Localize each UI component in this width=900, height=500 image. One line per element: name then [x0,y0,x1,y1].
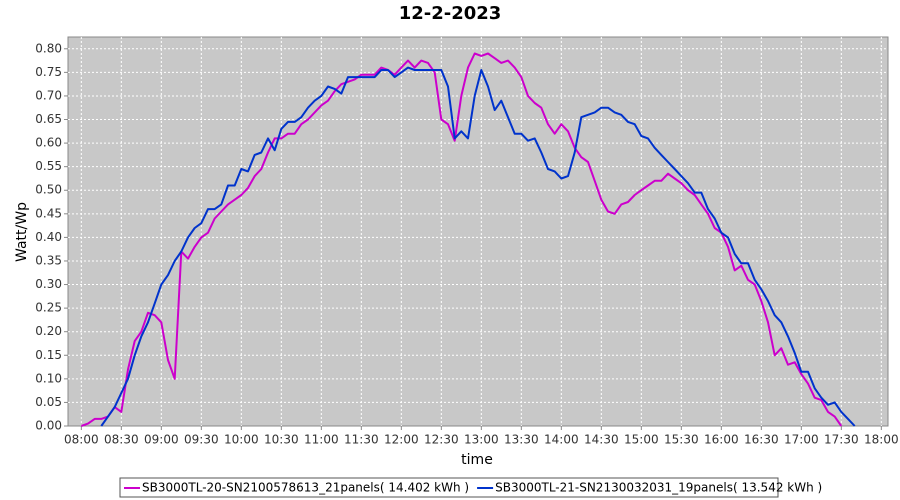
x-tick-label: 16:00 [704,433,739,447]
x-tick-label: 17:30 [824,433,859,447]
x-tick-label: 13:30 [504,433,539,447]
y-tick-label: 0.50 [35,183,62,197]
x-tick-label: 18:00 [864,433,899,447]
series-line [80,52,843,427]
x-tick-label: 14:00 [544,433,579,447]
x-tick-label: 15:00 [624,433,659,447]
x-tick-label: 09:00 [144,433,179,447]
y-tick-label: 0.30 [35,277,62,291]
y-tick-label: 0.20 [35,324,62,338]
y-tick-label: 0.70 [35,88,62,102]
x-tick-label: 11:00 [304,433,339,447]
x-tick-label: 08:30 [104,433,139,447]
y-tick-label: 0.60 [35,136,62,150]
y-tick-label: 0.80 [35,41,62,55]
chart-title: 12-2-2023 [399,3,502,24]
x-tick-label: 09:30 [184,433,219,447]
plot-area [67,36,889,427]
x-tick-label: 12:00 [384,433,419,447]
x-tick-label: 13:00 [464,433,499,447]
y-tick-label: 0.10 [35,371,62,385]
y-tick-label: 0.00 [35,419,62,433]
x-tick-label: 10:30 [264,433,299,447]
y-tick-label: 0.40 [35,230,62,244]
series-line [100,66,856,427]
y-axis-label: Watt/Wp [14,202,30,262]
legend-label: SB3000TL-20-SN2100578613_21panels( 14.40… [142,481,469,495]
legend [119,477,779,498]
legend-label: SB3000TL-21-SN2130032031_19panels( 13.54… [495,481,822,495]
x-tick-label: 17:00 [784,433,819,447]
x-tick-label: 10:00 [224,433,259,447]
y-tick-label: 0.55 [35,159,62,173]
y-tick-label: 0.35 [35,253,62,267]
x-tick-label: 15:30 [664,433,699,447]
x-tick-label: 08:00 [64,433,99,447]
y-tick-label: 0.75 [35,65,62,79]
x-tick-label: 11:30 [344,433,379,447]
y-tick-label: 0.65 [35,112,62,126]
x-axis-label: time [461,452,493,468]
x-tick-label: 16:30 [744,433,779,447]
y-tick-label: 0.15 [35,348,62,362]
y-tick-label: 0.05 [35,395,62,409]
y-tick-label: 0.45 [35,206,62,220]
x-tick-label: 12:30 [424,433,459,447]
x-tick-label: 14:30 [584,433,619,447]
y-tick-label: 0.25 [35,301,62,315]
